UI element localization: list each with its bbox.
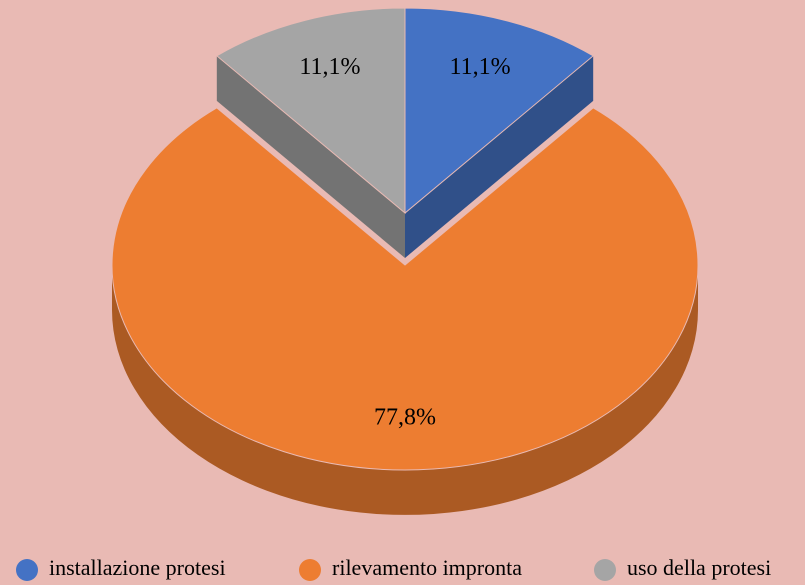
slice bbox=[111, 107, 699, 515]
slice-top bbox=[404, 7, 595, 215]
legend-swatch bbox=[16, 559, 38, 581]
slice-top bbox=[111, 107, 699, 471]
legend-swatch bbox=[299, 559, 321, 581]
slice-wall bbox=[405, 55, 594, 259]
data-label: 11,1% bbox=[450, 54, 511, 80]
slice-top bbox=[215, 7, 406, 215]
data-label: 11,1% bbox=[299, 54, 360, 80]
data-label: 77,8% bbox=[374, 404, 436, 430]
slice bbox=[404, 7, 595, 259]
slice-side bbox=[112, 265, 698, 515]
legend-label: installazione protesi bbox=[49, 555, 226, 580]
slice-wall bbox=[216, 55, 405, 259]
slice bbox=[215, 7, 406, 259]
legend-label: uso della protesi bbox=[627, 555, 771, 580]
legend-swatch bbox=[594, 559, 616, 581]
legend-label: rilevamento impronta bbox=[332, 555, 522, 580]
